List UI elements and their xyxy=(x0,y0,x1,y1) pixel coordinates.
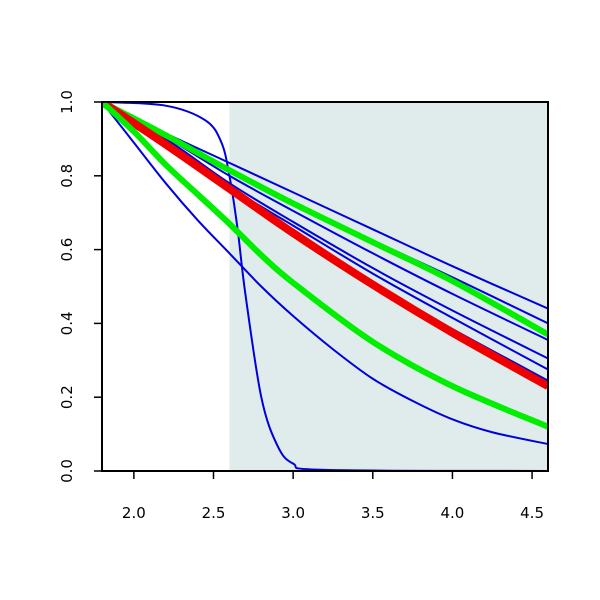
series-line-10 xyxy=(102,102,548,390)
series-layer xyxy=(102,102,548,471)
shaded-region-layer xyxy=(229,102,548,471)
series-line-1 xyxy=(102,102,548,471)
y-tick-label: 1.0 xyxy=(58,90,76,114)
x-tick-label: 4.5 xyxy=(520,504,544,522)
y-tick-label: 0.0 xyxy=(58,459,76,483)
y-tick-label: 0.8 xyxy=(58,164,76,188)
plot-box xyxy=(101,101,549,472)
x-axis: 2.0 2.5 3.0 3.5 4.0 4.5 xyxy=(122,471,544,522)
plot-frame xyxy=(101,101,549,472)
x-tick-label: 2.5 xyxy=(202,504,226,522)
y-axis: 0.0 0.2 0.4 0.6 0.8 1.0 xyxy=(58,90,102,483)
series-line-6 xyxy=(102,102,548,360)
y-tick-label: 0.2 xyxy=(58,385,76,409)
shaded-region xyxy=(229,102,548,471)
x-tick-label: 3.0 xyxy=(281,504,305,522)
series-line-9 xyxy=(102,102,548,338)
x-tick-label: 2.0 xyxy=(122,504,146,522)
x-tick-label: 3.5 xyxy=(361,504,385,522)
series-line-11 xyxy=(102,102,548,430)
y-tick-label: 0.4 xyxy=(58,311,76,335)
series-line-2 xyxy=(102,102,548,446)
x-tick-label: 4.0 xyxy=(440,504,464,522)
y-tick-label: 0.6 xyxy=(58,238,76,262)
